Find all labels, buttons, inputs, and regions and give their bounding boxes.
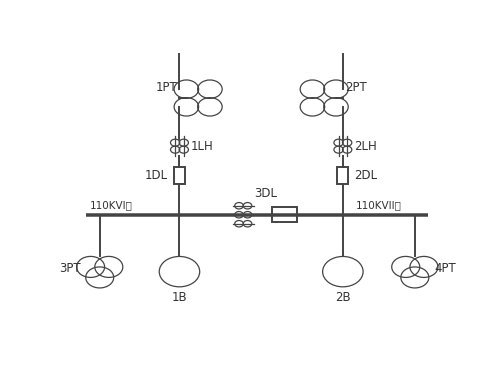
Text: 2DL: 2DL bbox=[353, 169, 377, 182]
Text: 110KVII母: 110KVII母 bbox=[355, 200, 401, 210]
Text: 1B: 1B bbox=[171, 291, 187, 304]
Text: 1PT: 1PT bbox=[155, 81, 177, 94]
Text: 1LH: 1LH bbox=[190, 139, 213, 153]
Bar bbox=[337, 167, 348, 184]
Text: 3DL: 3DL bbox=[254, 187, 277, 200]
Text: 110KVI母: 110KVI母 bbox=[90, 200, 133, 210]
Bar bbox=[174, 167, 184, 184]
Text: 2PT: 2PT bbox=[344, 81, 366, 94]
Text: 2LH: 2LH bbox=[353, 139, 376, 153]
Text: 1DL: 1DL bbox=[145, 169, 168, 182]
Text: 2B: 2B bbox=[334, 291, 350, 304]
Text: 4PT: 4PT bbox=[433, 262, 455, 275]
Text: 3PT: 3PT bbox=[59, 262, 80, 275]
Bar bbox=[272, 207, 297, 222]
